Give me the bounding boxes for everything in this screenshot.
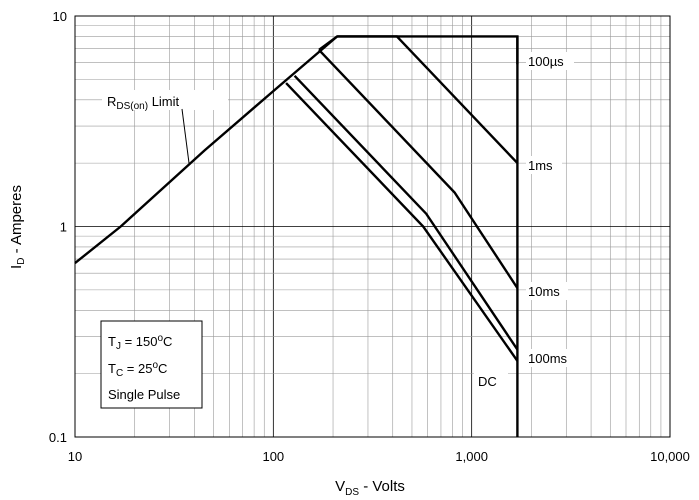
condition-tc-sup: o (152, 360, 158, 371)
rds-limit-label-rest: Limit (148, 94, 179, 109)
series-group (74, 35, 519, 437)
y-axis-label-main: I (8, 265, 25, 269)
rds-limit-label: RDS(on) Limit (107, 94, 180, 112)
curve-label-100ms: 100ms (528, 351, 568, 366)
condition-tj-sub: J (116, 341, 121, 352)
y-axis-label: ID - Amperes (8, 185, 27, 269)
curve-labels: 100µs 1ms 10ms 100ms DC (474, 52, 576, 390)
x-tick-label: 100 (262, 449, 284, 464)
curve-label-dc: DC (478, 374, 497, 389)
label-bg-dc (474, 372, 508, 390)
x-tick-label: 10 (68, 449, 82, 464)
condition-tc-main: T (108, 361, 116, 376)
x-tick-label: 10,000 (650, 449, 690, 464)
series-line-rds-on-limit (74, 35, 338, 265)
x-tick-label: 1,000 (455, 449, 488, 464)
label-bg-100ms (526, 349, 576, 367)
y-tick-label: 1 (60, 220, 67, 235)
x-axis-label: VDS - Volts (335, 478, 405, 498)
curve-label-1ms: 1ms (528, 158, 553, 173)
y-tick-label: 10 (53, 9, 67, 24)
series-line-100ms (293, 74, 519, 351)
condition-tj-unit: C (163, 334, 172, 349)
rds-limit-annotation: RDS(on) Limit (102, 90, 228, 164)
condition-tj-main: T (108, 334, 116, 349)
condition-tc-unit: C (158, 361, 167, 376)
series-line-10ms (318, 49, 519, 289)
x-axis-label-rest: - Volts (359, 478, 405, 495)
condition-tc: TC = 25oC (108, 360, 167, 379)
rds-limit-label-main: R (107, 94, 116, 109)
x-axis-label-sub: DS (345, 487, 359, 498)
condition-tj-sup: o (157, 333, 163, 344)
conditions-box: TJ = 150oC TC = 25oC Single Pulse (100, 320, 203, 409)
label-bg-10ms (526, 282, 568, 300)
plot-frame (74, 15, 671, 438)
condition-tj: TJ = 150oC (108, 333, 172, 352)
x-axis-label-main: V (335, 478, 345, 495)
condition-tc-sub: C (116, 368, 123, 379)
curve-label-100us: 100µs (528, 54, 564, 69)
rds-limit-label-bg (102, 90, 228, 110)
rds-limit-label-sub: DS(on) (116, 101, 148, 112)
curve-label-10ms: 10ms (528, 284, 560, 299)
rds-limit-leader-line (181, 108, 190, 164)
series-line-dc (285, 82, 519, 362)
condition-tj-rest: = 150 (121, 334, 158, 349)
series-line-1ms (318, 35, 519, 164)
y-axis-label-sub: D (16, 258, 27, 265)
grid (74, 16, 670, 438)
tick-labels: 10 100 1,000 10,000 0.1 1 10 (49, 9, 690, 464)
y-axis-label-rest: - Amperes (8, 185, 25, 258)
label-bg-100us (526, 52, 574, 70)
conditions-box-frame (100, 320, 203, 409)
condition-pulse: Single Pulse (108, 387, 180, 402)
condition-tc-rest: = 25 (123, 361, 152, 376)
label-bg-1ms (526, 156, 562, 174)
y-tick-label: 0.1 (49, 430, 67, 445)
